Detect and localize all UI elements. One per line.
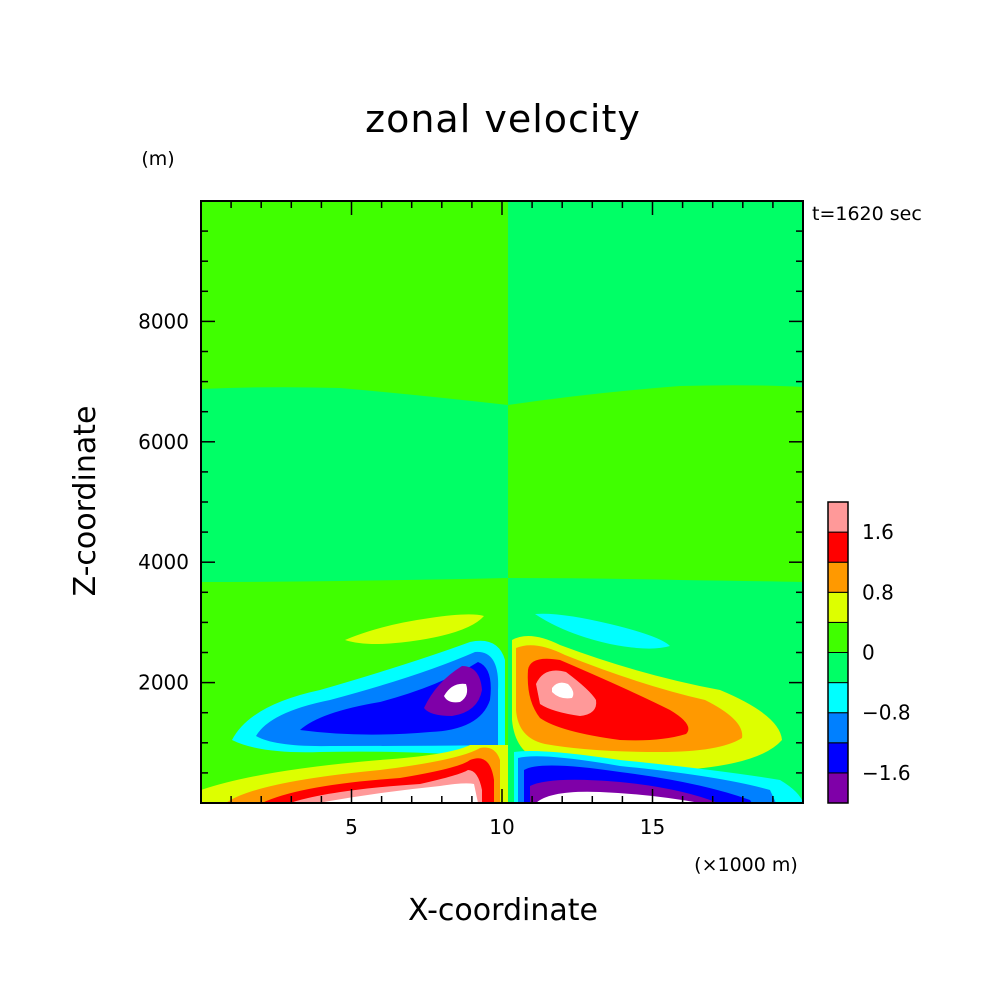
time-annotation: t=1620 sec — [812, 203, 922, 225]
colorbar-swatch — [827, 621, 849, 654]
colorbar-swatch — [827, 652, 849, 684]
y-unit-label: (m) — [141, 148, 174, 170]
colorbar-swatch — [827, 531, 849, 563]
x-tick-label: 5 — [345, 815, 358, 839]
colorbar-swatch — [827, 682, 849, 714]
field-band-blue-left — [300, 662, 491, 735]
colorbar-swatch — [827, 561, 849, 593]
colorbar-tick-label: −1.6 — [862, 761, 911, 785]
y-tick-label: 2000 — [138, 671, 189, 695]
plot-area — [200, 200, 804, 804]
colorbar-swatch — [827, 742, 849, 774]
colorbar-tick-label: 1.6 — [862, 520, 894, 544]
x-axis: 5 10 15 — [230, 201, 774, 839]
x-tick-label: 10 — [489, 815, 514, 839]
colorbar-swatch — [827, 712, 849, 744]
x-tick-label: 15 — [640, 815, 665, 839]
x-axis-label: X-coordinate — [408, 893, 598, 928]
y-axis-label: Z-coordinate — [68, 406, 103, 597]
field-band-white-left-bottom — [318, 783, 478, 803]
field-band-upper-left — [201, 201, 508, 405]
colorbar-tick-label: 0.8 — [862, 580, 894, 604]
colorbar-frame — [827, 501, 849, 804]
y-axis: 2000 4000 6000 8000 — [138, 230, 803, 774]
colorbar-tick-label: 0 — [862, 641, 875, 665]
field-band-cyan-right-upper — [535, 613, 670, 649]
chart-title: zonal velocity — [365, 97, 641, 141]
field-band-yellow-left-upper — [345, 614, 484, 644]
field-band-mid-right — [508, 385, 803, 582]
y-tick-label: 4000 — [138, 550, 189, 574]
colorbar: −1.6 −0.8 0 0.8 1.6 — [827, 501, 911, 804]
x-unit-label: (×1000 m) — [694, 854, 798, 876]
field-band-white-left — [444, 683, 468, 703]
y-tick-label: 8000 — [138, 309, 189, 333]
colorbar-swatch — [827, 501, 849, 533]
colorbar-tick-label: −0.8 — [862, 701, 911, 725]
colorbar-swatch — [827, 772, 849, 804]
field-band-white-right-bottom — [536, 791, 700, 803]
field-band-mid-left — [201, 387, 508, 582]
field-band-white-right — [552, 682, 574, 699]
y-tick-label: 6000 — [138, 430, 189, 454]
colorbar-swatch — [827, 591, 849, 623]
